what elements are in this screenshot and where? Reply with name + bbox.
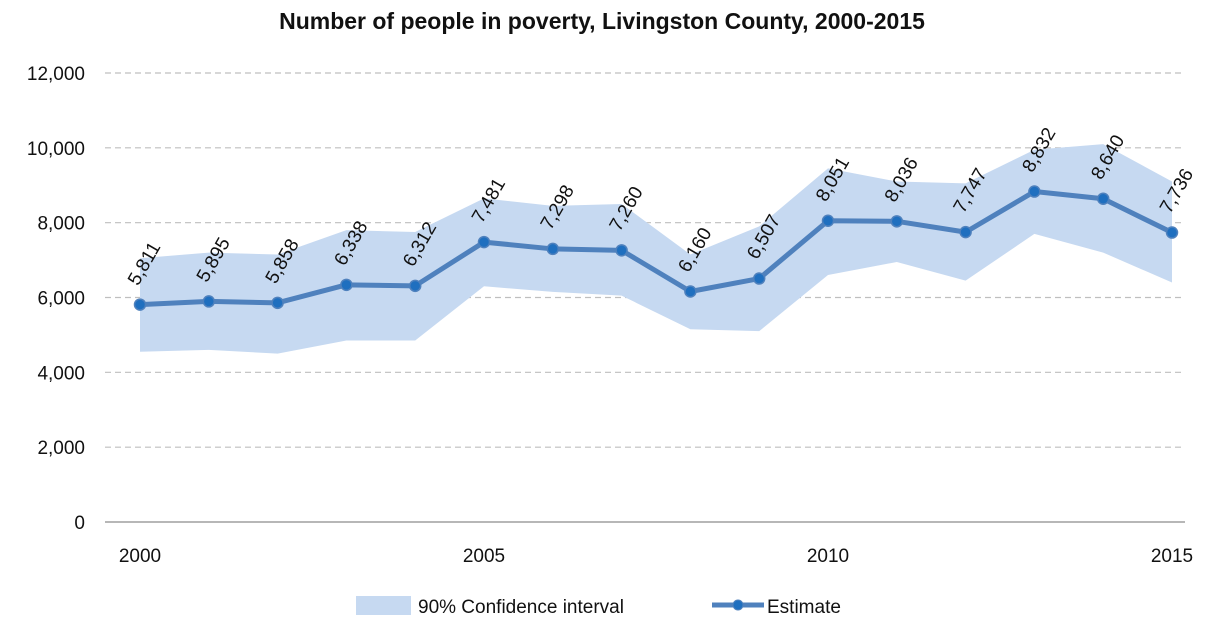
- x-tick-label: 2005: [463, 546, 505, 567]
- x-tick-label: 2015: [1151, 546, 1193, 567]
- y-tick-label: 12,000: [27, 64, 85, 85]
- estimate-point: [684, 285, 697, 298]
- estimate-point: [133, 298, 147, 311]
- estimate-point: [752, 272, 766, 285]
- y-tick-label: 2,000: [37, 438, 85, 459]
- legend-label-estimate: Estimate: [767, 597, 841, 618]
- confidence-interval-band: [140, 144, 1172, 354]
- y-tick-label: 0: [74, 513, 85, 534]
- estimate-point: [271, 296, 284, 310]
- confidence-band-layer: [140, 144, 1172, 354]
- x-tick-label: 2000: [119, 546, 161, 567]
- estimate-point: [890, 215, 904, 228]
- chart-title: Number of people in poverty, Livingston …: [279, 8, 925, 34]
- legend-swatch-confidence-interval: [356, 596, 411, 615]
- x-tick-label: 2010: [807, 546, 849, 567]
- estimate-point: [340, 278, 353, 292]
- legend-label-confidence-interval: 90% Confidence interval: [418, 597, 624, 618]
- y-tick-label: 6,000: [37, 289, 85, 310]
- estimate-point: [546, 242, 560, 256]
- axes: 0 2,000 4,000 6,000 8,000 10,000 12,000 2000 200…: [27, 64, 1193, 567]
- estimate-point: [1165, 226, 1179, 239]
- estimate-point: [1028, 185, 1041, 198]
- y-tick-label: 8,000: [37, 214, 85, 235]
- legend: 90% Confidence interval Estimate: [356, 596, 841, 618]
- legend-marker-estimate: [732, 599, 744, 611]
- estimate-point: [821, 214, 835, 228]
- estimate-point: [1096, 192, 1110, 205]
- estimate-point: [408, 279, 422, 293]
- estimate-line: [139, 189, 1174, 308]
- estimate-point: [202, 295, 216, 308]
- estimate-point: [615, 244, 628, 257]
- estimate-point: [477, 235, 491, 249]
- estimate-point: [959, 225, 972, 239]
- estimate-line-layer: [133, 185, 1179, 311]
- y-tick-label: 10,000: [27, 139, 85, 160]
- y-tick-label: 4,000: [37, 363, 85, 384]
